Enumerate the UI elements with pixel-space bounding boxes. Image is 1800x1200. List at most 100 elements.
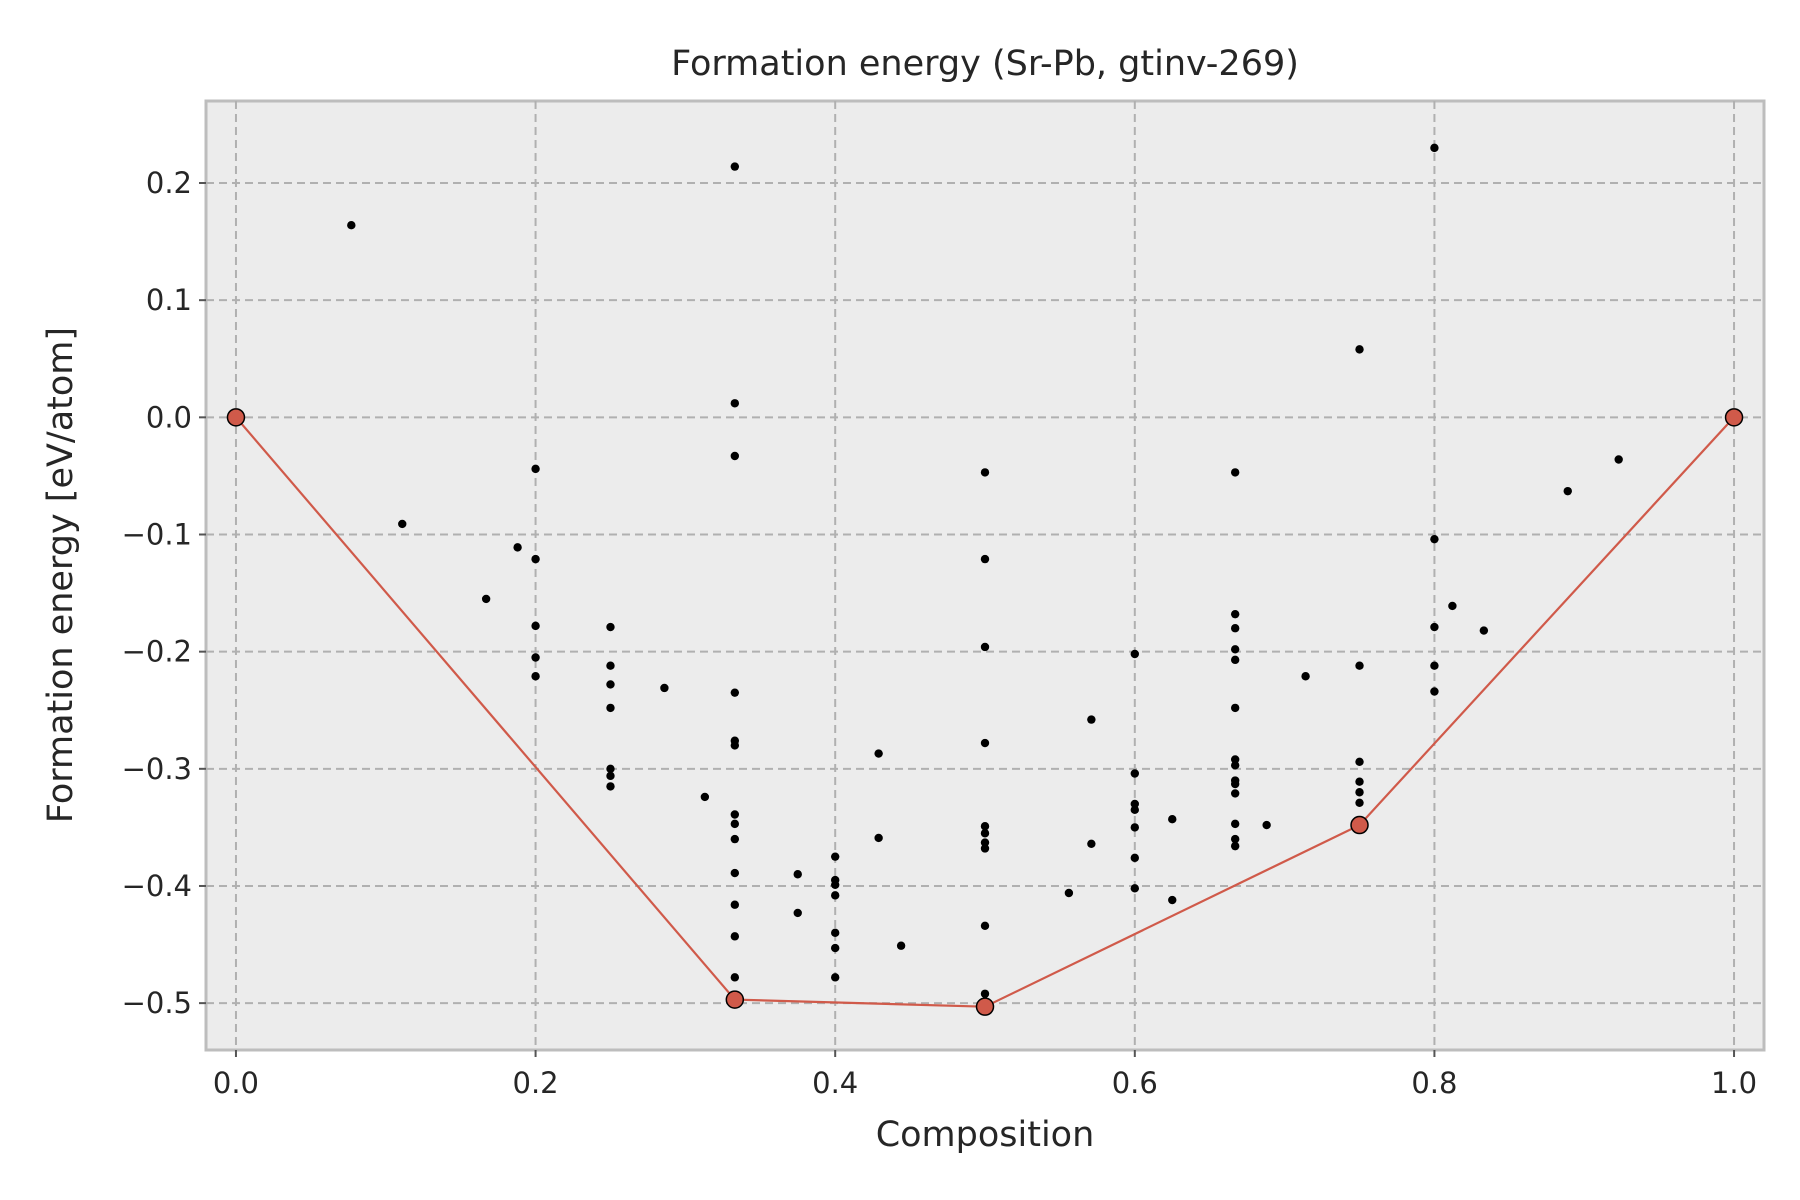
data-point [1230, 779, 1240, 789]
data-point [606, 764, 615, 774]
data-point [531, 621, 540, 631]
x-tick-label: 0.6 [1112, 1066, 1158, 1100]
data-point [730, 932, 740, 941]
data-point [1614, 455, 1623, 464]
data-point [606, 661, 615, 670]
data-point [1230, 468, 1240, 477]
y-tick-label: −0.1 [122, 517, 192, 551]
y-axis-label: Formation energy [eV/atom] [41, 327, 81, 823]
data-point [606, 622, 615, 632]
data-point [398, 519, 407, 529]
data-point [980, 844, 990, 853]
data-point [730, 973, 740, 982]
data-point [980, 738, 990, 748]
data-point [1230, 624, 1240, 633]
y-tick-label: 0.2 [146, 166, 192, 200]
data-point [980, 468, 990, 477]
x-tick-label: 0.2 [513, 1066, 559, 1100]
data-point [1230, 834, 1240, 844]
data-point [730, 810, 740, 819]
data-point [1168, 895, 1177, 905]
data-point [980, 829, 990, 838]
data-point [531, 554, 540, 564]
data-point [730, 741, 740, 750]
x-tick-label: 0.4 [812, 1066, 858, 1100]
data-point [1230, 645, 1240, 654]
data-point [1355, 661, 1364, 670]
data-point [606, 680, 615, 689]
data-point [531, 653, 540, 662]
y-tick-label: −0.4 [122, 869, 192, 903]
data-point [1479, 626, 1489, 635]
data-point [874, 833, 883, 843]
data-point [347, 220, 356, 230]
data-point [1087, 839, 1096, 848]
data-point [1448, 601, 1457, 611]
data-point [1563, 486, 1572, 496]
data-point [830, 973, 840, 982]
hull-point [725, 990, 745, 1009]
data-point [606, 771, 615, 781]
data-point [1430, 622, 1439, 632]
x-axis-label: Composition [876, 1115, 1095, 1155]
data-point [830, 880, 840, 890]
data-point [606, 782, 615, 791]
data-point [1355, 345, 1364, 354]
data-point [980, 989, 990, 998]
data-point [730, 819, 740, 829]
data-point [980, 554, 990, 564]
grid-lines [206, 101, 1764, 1050]
data-point [830, 852, 840, 861]
data-point [1230, 819, 1240, 829]
data-point [1230, 655, 1240, 665]
data-point [980, 921, 990, 931]
data-point [896, 941, 906, 950]
x-tick-label: 0.0 [213, 1066, 259, 1100]
hull-point [226, 408, 246, 427]
data-point [1230, 703, 1240, 713]
data-point [1230, 761, 1240, 770]
data-point [730, 451, 740, 461]
data-point [730, 900, 740, 909]
data-point [730, 162, 740, 171]
data-point [980, 822, 990, 831]
data-point [606, 703, 615, 713]
data-point [1355, 757, 1364, 766]
data-point [1230, 841, 1240, 851]
data-point [1355, 788, 1364, 797]
data-point [793, 908, 802, 918]
data-point [1230, 755, 1240, 764]
data-point [830, 928, 840, 938]
y-tick-label: −0.3 [122, 752, 192, 786]
data-point [1230, 609, 1240, 619]
data-point [531, 464, 540, 474]
data-point [1262, 820, 1271, 830]
data-point [1301, 672, 1310, 681]
data-point [1130, 649, 1140, 659]
data-point [700, 792, 710, 802]
data-point [660, 683, 669, 693]
data-point [730, 868, 740, 878]
data-point [1130, 884, 1140, 893]
y-tick-label: 0.0 [146, 400, 192, 434]
hull-point [1724, 408, 1744, 427]
data-point [481, 594, 491, 604]
data-point [1430, 687, 1439, 696]
hull-point [975, 997, 995, 1016]
data-point [1355, 777, 1364, 786]
data-point [1064, 888, 1074, 898]
data-point [1430, 534, 1439, 544]
data-point [1430, 143, 1439, 153]
x-tick-label: 1.0 [1711, 1066, 1757, 1100]
data-point [830, 943, 840, 953]
data-point [980, 642, 990, 652]
y-tick-label: 0.1 [146, 283, 192, 317]
hull-point [1350, 815, 1369, 835]
data-point [531, 672, 540, 681]
data-point [1130, 853, 1140, 863]
data-point [1355, 798, 1364, 807]
data-point [1130, 799, 1140, 809]
data-point [830, 891, 840, 900]
data-point [980, 838, 990, 847]
